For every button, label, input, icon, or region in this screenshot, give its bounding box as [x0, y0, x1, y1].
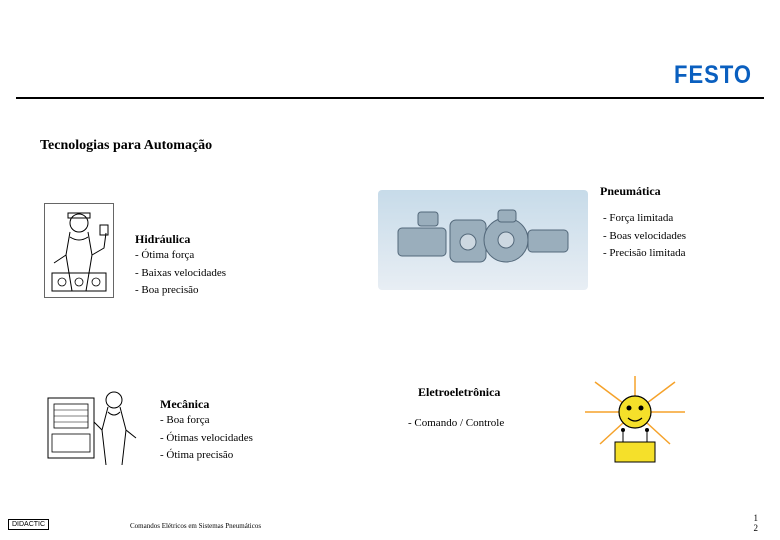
pneumatics-item: - Precisão limitada [603, 245, 773, 263]
mechanics-block: Mecânica - Boa força - Ótimas velocidade… [160, 397, 350, 465]
pneumatics-illustration [378, 190, 588, 290]
mechanics-item: - Boa força [160, 412, 350, 430]
mechanics-item: - Ótimas velocidades [160, 430, 350, 448]
mechanics-item: - Ótima precisão [160, 447, 350, 465]
footer-page: 1 2 [754, 514, 759, 534]
header-rule [16, 97, 764, 99]
footer-page-bottom: 2 [754, 524, 759, 534]
page-title: Tecnologias para Automação [40, 138, 212, 154]
electro-illustration [575, 372, 695, 472]
hydraulics-item: - Boa precisão [135, 282, 315, 300]
footer-caption: Comandos Elétricos em Sistemas Pneumátic… [130, 522, 261, 530]
hydraulics-illustration [44, 203, 114, 298]
electro-heading: Eletroeletrônica [418, 385, 500, 400]
hydraulics-block: Hidráulica - Ótima força - Baixas veloci… [135, 232, 315, 300]
mechanics-illustration [44, 380, 144, 475]
hydraulics-item: - Baixas velocidades [135, 265, 315, 283]
mechanics-heading: Mecânica [160, 397, 350, 412]
hydraulics-heading: Hidráulica [135, 232, 315, 247]
hydraulics-item: - Ótima força [135, 247, 315, 265]
pneumatics-block: - Força limitada - Boas velocidades - Pr… [603, 210, 773, 263]
pneumatics-item: - Força limitada [603, 210, 773, 228]
footer-badge: DIDACTIC [8, 519, 49, 530]
pneumatics-heading: Pneumática [600, 184, 661, 199]
pneumatics-item: - Boas velocidades [603, 228, 773, 246]
brand-logo: FESTO [674, 60, 752, 90]
